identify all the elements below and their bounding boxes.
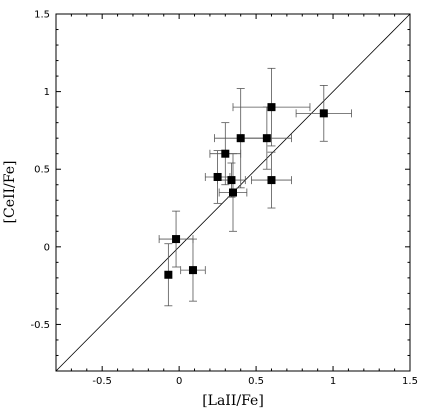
x-tick-label: 1 xyxy=(330,376,336,387)
data-point xyxy=(188,266,197,275)
plot-frame xyxy=(55,13,411,372)
data-point xyxy=(267,103,276,112)
x-axis-label: [LaII/Fe] xyxy=(202,393,264,409)
y-axis-label: [CeII/Fe] xyxy=(2,161,18,224)
x-tick-label: 1.5 xyxy=(402,376,418,387)
point-layer xyxy=(164,103,328,279)
x-tick-label: -0.5 xyxy=(92,376,112,387)
data-point xyxy=(236,134,245,143)
errorbar-layer xyxy=(158,67,352,307)
data-point xyxy=(172,235,181,244)
ticks-layer: -0.5 0 0.5 1 1.5 -0.5 0 0.5 1 1.5 xyxy=(30,10,417,388)
y-tick-label: 1.5 xyxy=(34,10,50,21)
data-point xyxy=(229,188,237,197)
data-point xyxy=(213,172,222,181)
x-tick-label: 0.5 xyxy=(248,376,264,387)
y-tick-label: 1 xyxy=(44,87,50,98)
y-tick-label: -0.5 xyxy=(30,320,50,331)
data-point xyxy=(164,270,173,279)
data-point xyxy=(227,176,236,185)
x-tick-label: 0 xyxy=(176,376,182,387)
y-tick-label: 0.5 xyxy=(34,165,50,176)
data-point xyxy=(221,149,230,158)
data-point xyxy=(262,134,271,143)
data-point xyxy=(267,176,276,185)
y-tick-label: 0 xyxy=(44,242,50,253)
data-point xyxy=(319,109,328,118)
